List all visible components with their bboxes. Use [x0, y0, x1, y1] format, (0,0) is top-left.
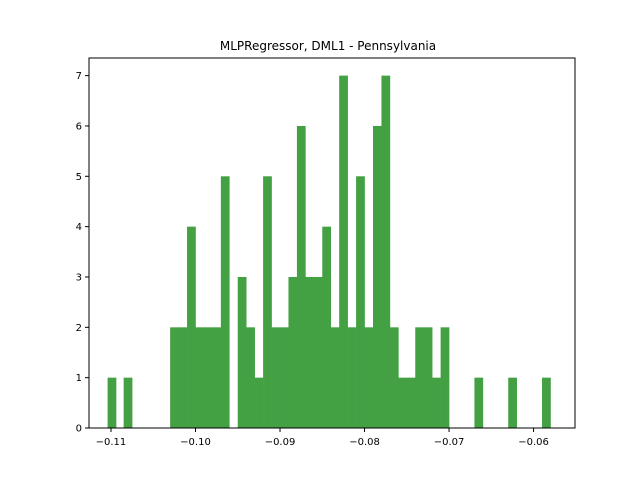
- histogram-bar: [330, 327, 340, 428]
- histogram-bar: [212, 327, 222, 428]
- y-tick-label: 4: [76, 222, 82, 233]
- histogram-bar: [280, 327, 289, 428]
- histogram-bar: [347, 327, 357, 428]
- y-tick-label: 6: [76, 121, 82, 132]
- x-axis: −0.11 −0.10 −0.09 −0.08 −0.07 −0.06: [96, 428, 549, 448]
- x-tick-label: −0.10: [180, 437, 211, 448]
- x-tick-label: −0.11: [96, 437, 127, 448]
- histogram-bar: [107, 377, 117, 428]
- histogram-bar: [322, 226, 332, 428]
- histogram-bar: [398, 377, 408, 428]
- histogram-bar: [220, 176, 230, 428]
- y-tick-label: 7: [76, 71, 82, 82]
- histogram-bar: [508, 377, 517, 428]
- histogram-bar: [254, 377, 264, 428]
- histogram-bar: [432, 377, 441, 428]
- histogram-bar: [305, 276, 315, 428]
- histogram-bar: [356, 176, 365, 428]
- histogram-bar: [313, 276, 323, 428]
- histogram-bar: [170, 327, 179, 428]
- x-tick-label: −0.07: [434, 437, 465, 448]
- y-tick-label: 5: [76, 172, 82, 183]
- histogram-bar: [203, 327, 213, 428]
- histogram-bar: [288, 276, 298, 428]
- histogram-bar: [389, 327, 399, 428]
- plot-frame: [88, 57, 576, 429]
- histogram-bar: [406, 377, 416, 428]
- histogram-bar: [542, 377, 551, 428]
- histogram-bar: [178, 327, 188, 428]
- histogram-bar: [296, 125, 306, 429]
- y-tick-label: 0: [76, 424, 82, 435]
- histogram-bar: [381, 75, 391, 429]
- x-tick-label: −0.06: [518, 437, 549, 448]
- histogram-bar: [187, 226, 196, 428]
- histogram-bar: [423, 327, 433, 428]
- histogram-bar: [237, 276, 247, 428]
- x-tick-label: −0.08: [349, 437, 380, 448]
- y-tick-label: 2: [76, 323, 82, 334]
- histogram-bar: [195, 327, 205, 428]
- histogram-bar: [440, 327, 450, 428]
- chart-title: MLPRegressor, DML1 - Pennsylvania: [220, 39, 436, 53]
- histogram-bar: [372, 125, 382, 429]
- histogram-bar: [246, 327, 255, 428]
- y-tick-label: 1: [76, 373, 82, 384]
- histogram-bar: [339, 75, 348, 429]
- histogram-bar: [474, 377, 484, 428]
- histogram-bar: [123, 377, 133, 428]
- y-axis: 0 1 2 3 4 5 6 7: [76, 71, 89, 435]
- x-tick-label: −0.09: [265, 437, 296, 448]
- y-tick-label: 3: [76, 272, 82, 283]
- histogram-bar: [263, 176, 272, 428]
- histogram-bar: [415, 327, 424, 428]
- histogram-bar: [271, 327, 281, 428]
- histogram-bar: [364, 327, 374, 428]
- histogram-bars: [107, 75, 551, 429]
